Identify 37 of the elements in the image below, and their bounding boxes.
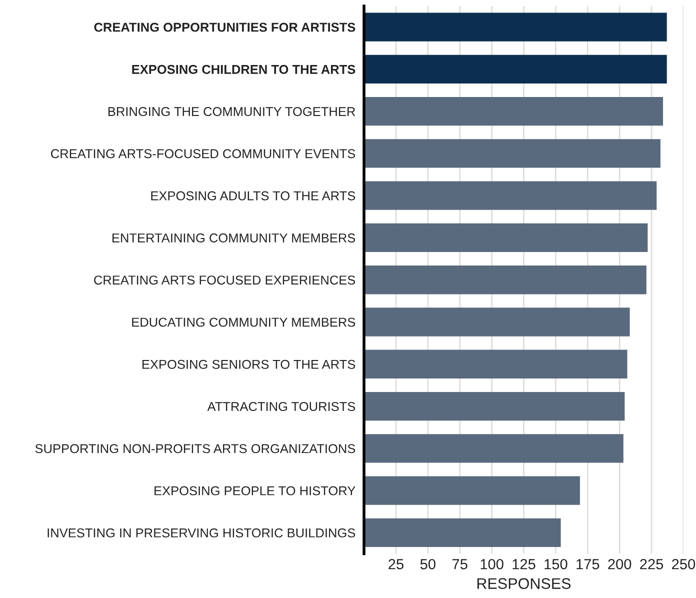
x-tick-label: 250 [672,558,696,570]
x-tick-label: 125 [512,558,536,570]
bar [364,350,628,378]
x-tick-label: 225 [640,558,664,570]
x-tick-label: 25 [388,558,404,570]
y-tick-label: EDUCATING COMMUNITY MEMBERS [132,318,356,327]
y-tick-label: CREATING ARTS-FOCUSED COMMUNITY EVENTS [51,149,356,158]
bar [364,12,667,42]
y-tick-label: CREATING ARTS FOCUSED EXPERIENCES [94,276,356,285]
bar [364,308,630,336]
bar [364,96,664,126]
bar [364,434,624,463]
y-tick-label: ENTERTAINING COMMUNITY MEMBERS [112,233,356,242]
y-tick-label: EXPOSING ADULTS TO THE ARTS [151,191,356,200]
x-tick-label: 75 [452,559,468,570]
bar [364,392,625,421]
x-tick-label: 50 [420,558,436,570]
x-tick-label: 200 [608,558,632,570]
bar [364,181,657,210]
bar [364,54,667,84]
bar [364,266,646,294]
y-tick-label: EXPOSING PEOPLE TO HISTORY [154,486,356,496]
y-tick-label: BRINGING THE COMMUNITY TOGETHER [108,107,356,116]
x-axis-title: RESPONSES [477,578,571,589]
y-tick-label: ATTRACTING TOURISTS [207,402,356,412]
bar [364,518,561,548]
x-tick-label: 150 [544,558,568,570]
y-tick-label: INVESTING IN PRESERVING HISTORIC BUILDINGS [48,528,356,538]
y-tick-label: CREATING OPPORTUNITIES FOR ARTISTS [94,22,356,32]
y-tick-label: SUPPORTING NON-PROFITS ARTS ORGANIZATIONS [35,444,356,454]
bar [364,476,580,505]
x-tick-label: 100 [480,558,504,570]
x-tick-label: 175 [576,559,600,570]
y-tick-label: EXPOSING CHILDREN TO THE ARTS [132,64,356,74]
bar [364,223,648,252]
bar [364,139,660,168]
y-tick-label: EXPOSING SENIORS TO THE ARTS [142,360,356,369]
